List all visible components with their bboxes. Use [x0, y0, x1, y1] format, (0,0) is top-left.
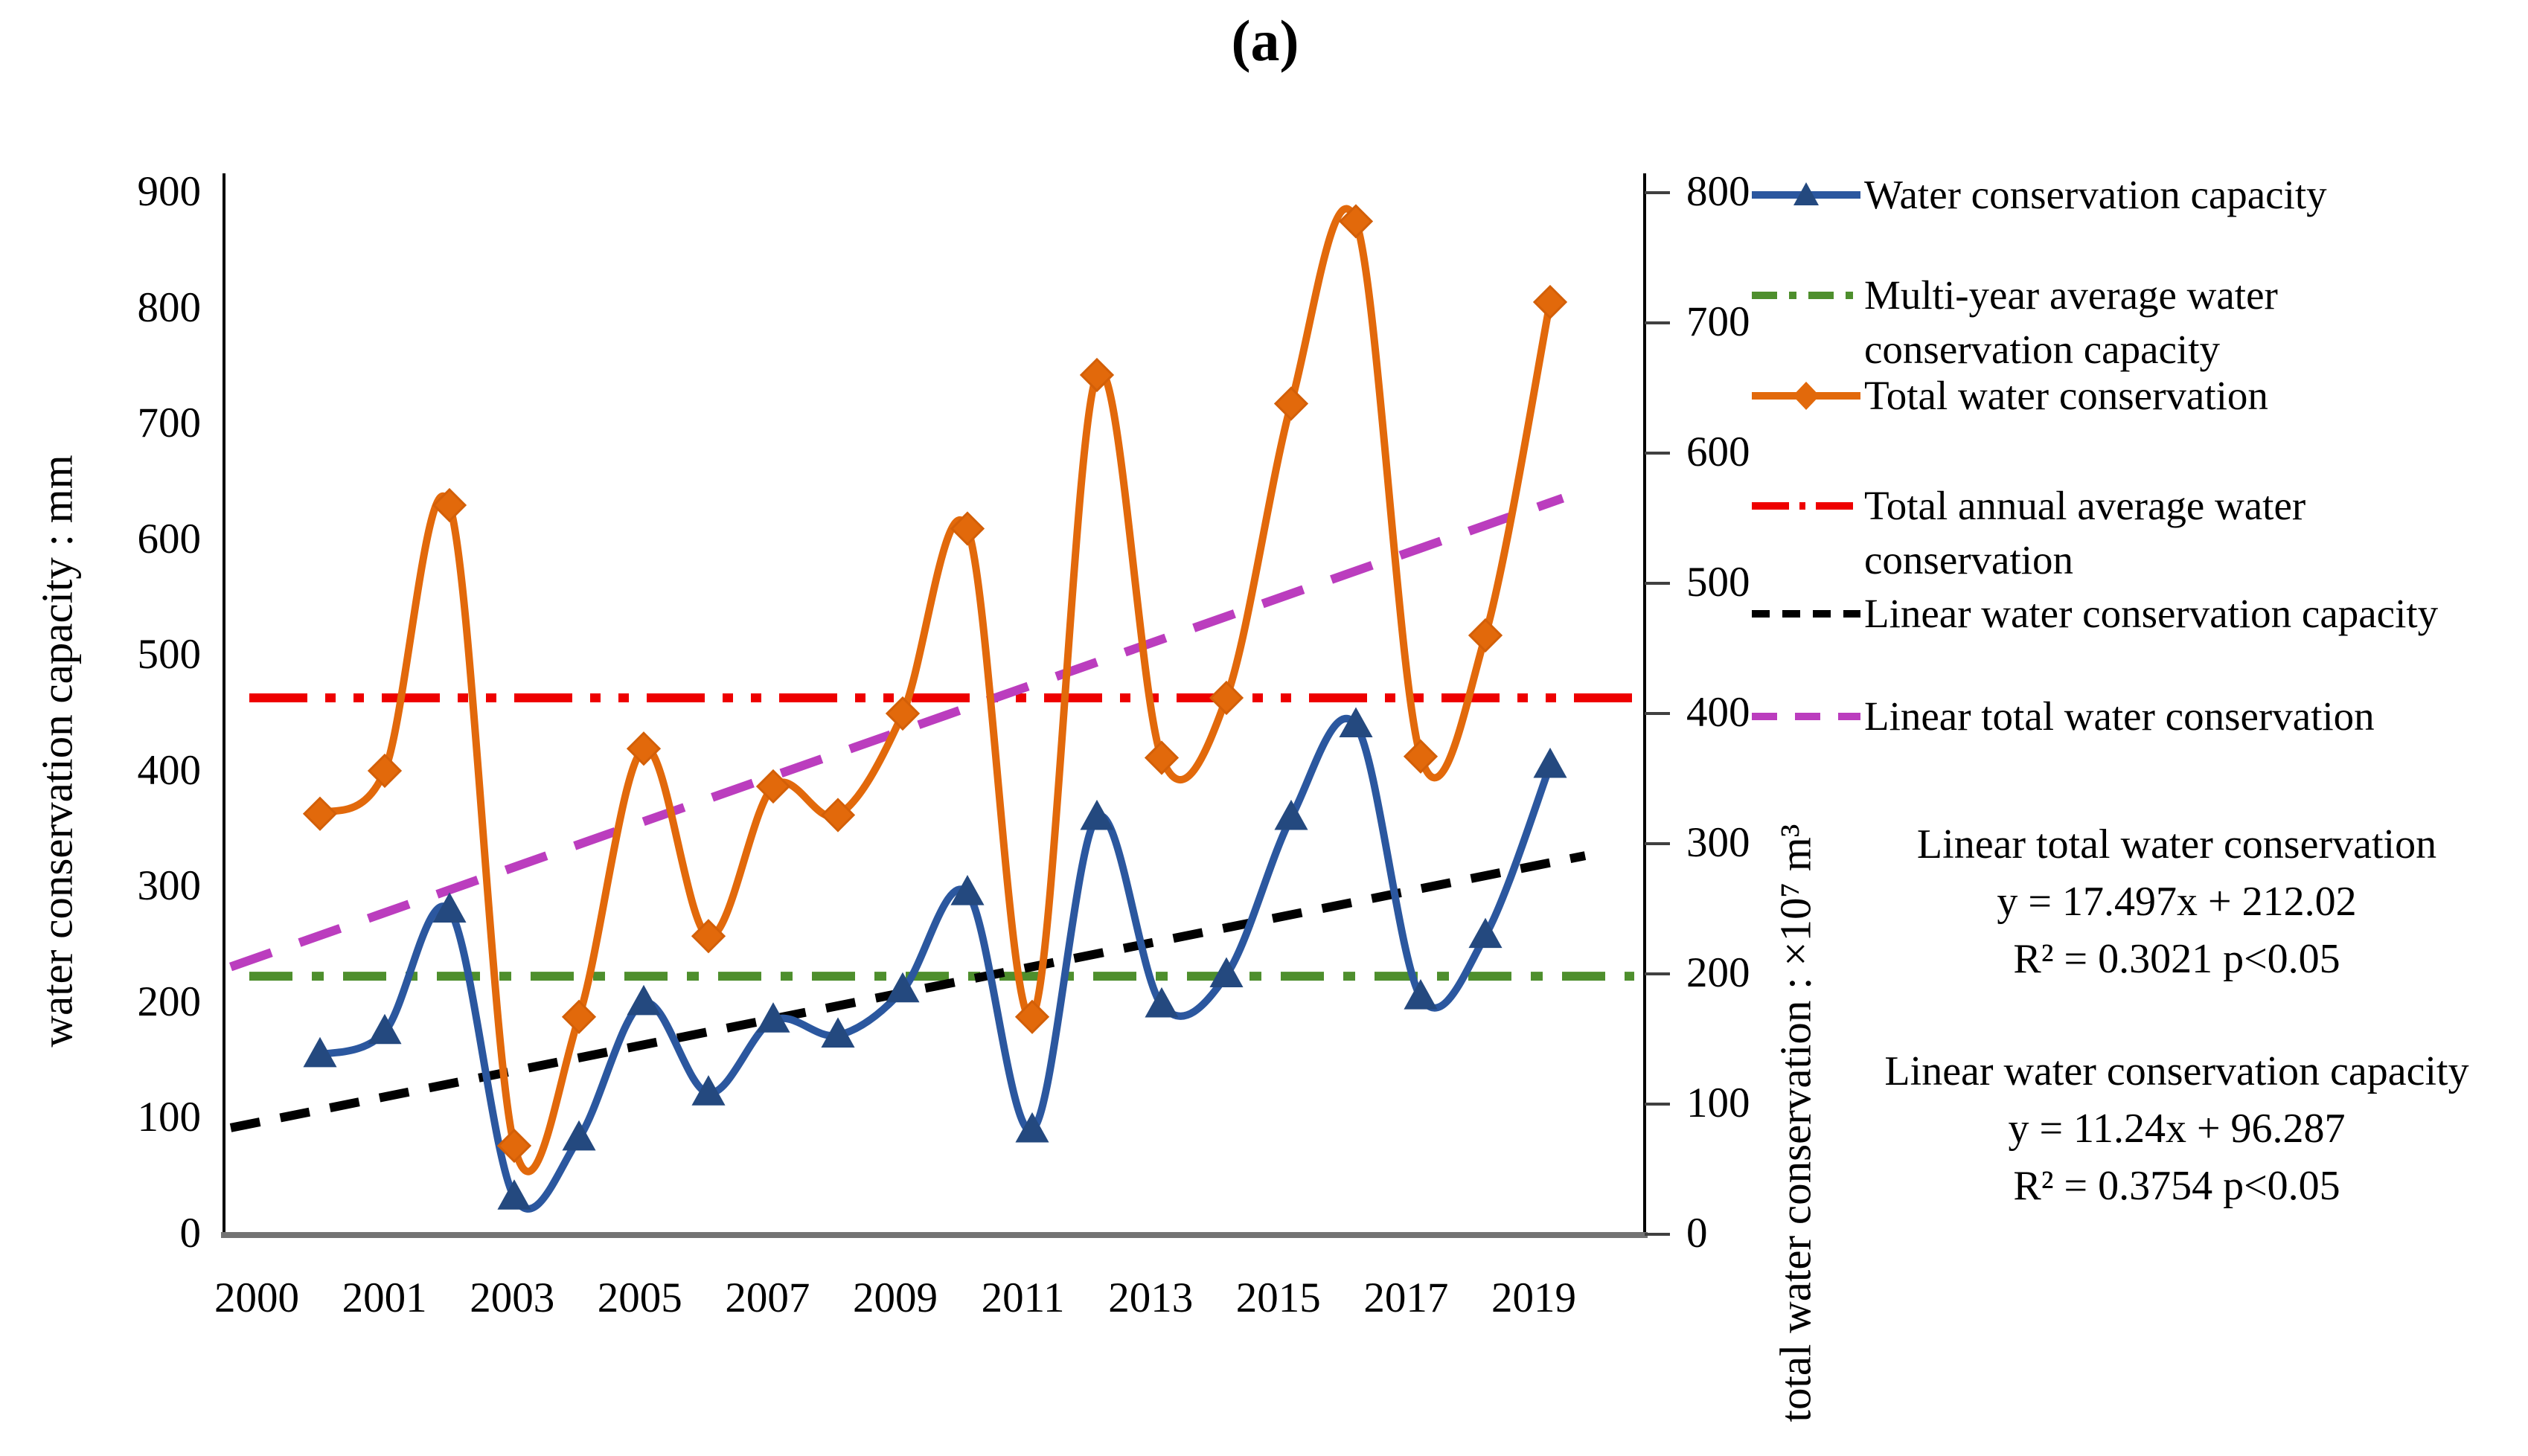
left-axis-tick-label: 500: [137, 631, 202, 679]
x-axis-tick-label: 2001: [342, 1274, 427, 1321]
diamond-marker: [691, 919, 726, 954]
x-axis-tick-label: 2007: [725, 1274, 810, 1321]
left-axis-tick-label: 900: [137, 168, 202, 215]
left-axis-tick-label: 300: [137, 862, 202, 910]
diamond-marker: [432, 487, 467, 523]
diamond-marker: [626, 731, 662, 766]
diamond-marker: [1468, 618, 1503, 653]
diamond-marker: [1144, 740, 1180, 775]
series-total: [302, 204, 1568, 1176]
triangle-marker: [432, 892, 467, 923]
triangle-marker: [562, 1120, 596, 1151]
right-axis-tick-label: 300: [1686, 819, 1750, 866]
annotation-r2: R² = 0.3754 p<0.05: [2013, 1163, 2340, 1209]
triangle-marker: [691, 1075, 726, 1106]
trend-line-capacity_trend: [229, 851, 1587, 1132]
triangle-marker: [627, 984, 661, 1016]
x-axis-tick-label: 2009: [853, 1274, 938, 1321]
triangle-marker: [1145, 987, 1179, 1018]
annotation-equation: y = 11.24x + 96.287: [2008, 1106, 2346, 1152]
triangle-marker: [1339, 707, 1373, 738]
diamond-marker: [1014, 999, 1050, 1034]
series-capacity: [303, 707, 1567, 1213]
left-axis-tick-label: 200: [137, 978, 202, 1025]
triangle-marker: [1404, 979, 1438, 1010]
x-axis-tick-label: 2000: [214, 1274, 299, 1321]
legend-label: Linear water conservation capacity: [1864, 591, 2439, 636]
diamond-marker: [1273, 386, 1309, 421]
left-axis-tick-label: 700: [137, 400, 202, 447]
legend-label: Linear total water conservation: [1864, 693, 2375, 739]
diamond-marker: [755, 769, 791, 804]
x-axis-tick-label: 2003: [470, 1274, 555, 1321]
x-axis-tick-label: 2019: [1491, 1274, 1576, 1321]
diamond-marker: [1532, 284, 1568, 320]
triangle-marker: [821, 1017, 855, 1048]
legend-sample-capacity_avg-icon: [1750, 278, 1862, 317]
series-line: [319, 715, 1554, 1213]
annotation-title: Linear total water conservation: [1916, 821, 2437, 867]
annotation-r2: R² = 0.3021 p<0.05: [2013, 936, 2340, 982]
right-axis-tick-label: 100: [1686, 1080, 1750, 1126]
right-axis-tick-label: 500: [1686, 559, 1750, 606]
triangle-marker: [886, 972, 920, 1003]
legend-label: Multi-year average water conservation cap…: [1864, 272, 2278, 372]
right-axis-tick-label: 800: [1686, 168, 1750, 215]
legend-sample-total_avg-icon: [1750, 488, 1862, 527]
x-axis-tick-label: 2015: [1235, 1274, 1321, 1321]
legend-sample-capacity-icon: [1750, 177, 1862, 217]
left-axis-tick-label: 800: [137, 283, 202, 331]
legend-sample-total-icon: [1750, 378, 1862, 417]
series-line: [318, 205, 1554, 1176]
diamond-marker: [1403, 739, 1439, 774]
triangle-marker: [756, 1002, 790, 1033]
left-axis-tick-label: 100: [137, 1094, 202, 1141]
diamond-marker: [1209, 680, 1244, 716]
x-axis-tick-label: 2005: [597, 1274, 682, 1321]
diamond-marker: [1338, 204, 1374, 239]
right-axis-tick-label: 700: [1686, 298, 1750, 345]
legend-sample-total_trend-icon: [1750, 699, 1862, 738]
x-axis-tick-label: 2017: [1363, 1274, 1449, 1321]
diamond-marker: [302, 796, 338, 831]
trend-line-total_trend: [229, 493, 1564, 972]
diamond-marker: [885, 696, 921, 731]
annotation-block-capacity-trend: Linear water conservation capacity y = 11…: [1820, 1043, 2528, 1215]
left-axis-tick-label: 0: [179, 1210, 202, 1257]
right-axis-tick-label: 600: [1686, 429, 1750, 475]
triangle-marker: [1080, 799, 1114, 830]
left-axis-tick-label: 400: [137, 746, 202, 794]
diamond-marker: [1079, 357, 1115, 393]
triangle-marker: [1209, 957, 1244, 988]
annotation-equation: y = 17.497x + 212.02: [1997, 879, 2357, 925]
annotation-block-total-trend: Linear total water conservation y = 17.49…: [1820, 816, 2528, 988]
legend-sample-capacity_trend-icon: [1750, 596, 1862, 635]
diamond-marker: [950, 511, 985, 546]
diamond-marker: [561, 999, 597, 1034]
legend-label: Total water conservation: [1864, 373, 2268, 418]
triangle-marker: [1015, 1112, 1049, 1143]
diamond-marker: [367, 753, 403, 789]
right-axis-tick-label: 400: [1686, 689, 1750, 736]
figure-label: (a): [1231, 8, 1299, 73]
left-axis-tick-label: 600: [137, 515, 202, 562]
triangle-marker: [950, 875, 985, 905]
triangle-marker: [1274, 799, 1308, 830]
diamond-marker: [820, 798, 856, 833]
right-axis-tick-label: 200: [1686, 949, 1750, 996]
diamond-marker: [496, 1128, 532, 1164]
legend-label: Total annual average water conservation: [1864, 483, 2306, 583]
right-axis-tick-label: 0: [1686, 1210, 1708, 1257]
triangle-marker: [303, 1036, 337, 1068]
triangle-marker: [368, 1013, 402, 1045]
triangle-marker: [497, 1179, 531, 1210]
x-axis-tick-label: 2011: [981, 1274, 1065, 1321]
triangle-marker: [1468, 917, 1503, 949]
x-axis-tick-label: 2013: [1108, 1274, 1194, 1321]
triangle-marker: [1533, 747, 1567, 778]
annotation-title: Linear water conservation capacity: [1884, 1048, 2469, 1094]
legend-label: Water conservation capacity: [1864, 172, 2327, 217]
